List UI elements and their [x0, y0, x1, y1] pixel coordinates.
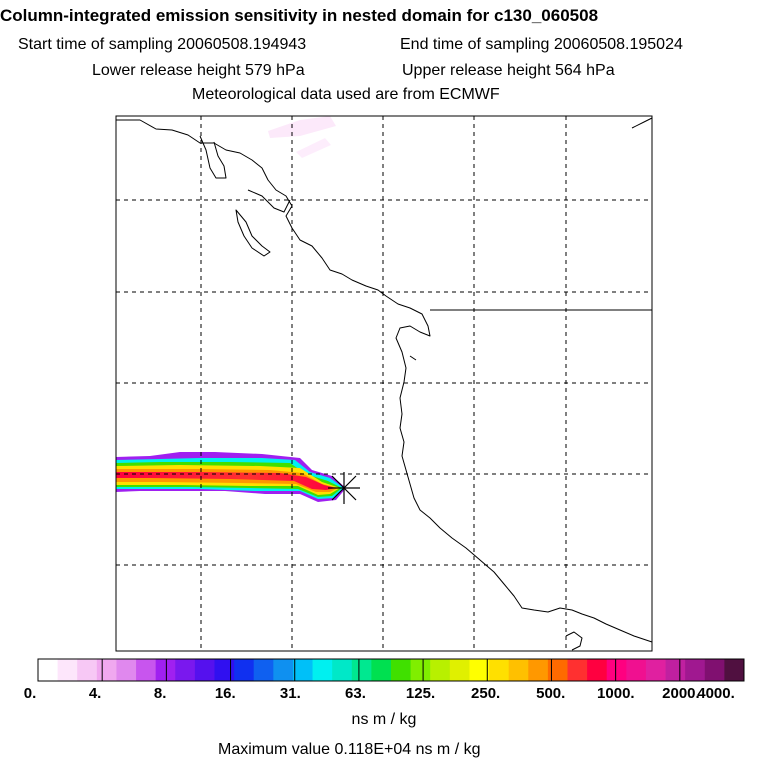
faint-plume-streak [268, 116, 336, 158]
colorbar-swatch [351, 659, 372, 681]
colorbar-swatch [234, 659, 255, 681]
colorbar-tick-label: 0. [23, 685, 37, 702]
colorbar-swatch [292, 659, 313, 681]
colorbar-swatch [665, 659, 686, 681]
colorbar-tick-label: 1000. [597, 685, 635, 702]
colorbar-tick-label: 4. [88, 685, 102, 702]
colorbar-swatch [606, 659, 627, 681]
colorbar-tick-label: 8. [153, 685, 167, 702]
colorbar-swatch [312, 659, 333, 681]
colorbar-swatch [410, 659, 431, 681]
colorbar-frame [37, 658, 745, 682]
emission-plume [116, 452, 346, 502]
colorbar-swatch [332, 659, 353, 681]
colorbar-tick-label: 31. [279, 685, 301, 702]
colorbar-swatch [155, 659, 176, 681]
colorbar-swatch [96, 659, 117, 681]
colorbar-tick-label: 500. [536, 685, 566, 702]
coastline [116, 117, 653, 651]
colorbar-tick-label: 16. [214, 685, 236, 702]
colorbar-swatch [567, 659, 588, 681]
met-data-label: Meteorological data used are from ECMWF [192, 86, 500, 103]
lat-lon-grid [116, 116, 652, 651]
colorbar-swatch [391, 659, 412, 681]
colorbar-swatch [645, 659, 666, 681]
colorbar-swatch [724, 659, 745, 681]
colorbar-swatch [175, 659, 196, 681]
colorbar-swatch [587, 659, 608, 681]
colorbar-dividers [101, 659, 681, 681]
colorbar-swatch [273, 659, 294, 681]
map-frame [115, 115, 653, 652]
colorbar-tick-label: 250. [471, 685, 501, 702]
colorbar-swatch [685, 659, 706, 681]
colorbar-swatch [430, 659, 451, 681]
colorbar-swatch [57, 659, 78, 681]
plot-title: Column-integrated emission sensitivity i… [0, 6, 599, 25]
colorbar-swatch [508, 659, 529, 681]
colorbar-tick-label: 63. [345, 685, 366, 702]
end-time-label: End time of sampling 20060508.195024 [400, 36, 683, 53]
receptor-marker [328, 472, 360, 504]
colorbar-swatch [489, 659, 510, 681]
upper-release-height-label: Upper release height 564 hPa [402, 62, 615, 79]
start-time-label: Start time of sampling 20060508.194943 [18, 36, 307, 53]
colorbar-swatch [253, 659, 274, 681]
colorbar-swatch [528, 659, 549, 681]
colorbar-swatch [38, 659, 59, 681]
maximum-value-label: Maximum value 0.118E+04 ns m / kg [218, 741, 481, 758]
lower-release-height-label: Lower release height 579 hPa [92, 62, 305, 79]
colorbar-swatch [626, 659, 647, 681]
units-label: ns m / kg [351, 711, 417, 728]
colorbar-swatch [194, 659, 215, 681]
colorbar-tick-label: 4000. [697, 685, 735, 702]
colorbar-swatch [547, 659, 568, 681]
colorbar-swatch [77, 659, 98, 681]
colorbar-swatch [469, 659, 490, 681]
colorbar-swatch [704, 659, 725, 681]
colorbar-tick-label: 2000. [662, 685, 700, 702]
colorbar [38, 659, 745, 681]
colorbar-tick-label: 125. [405, 685, 436, 702]
colorbar-swatch [214, 659, 235, 681]
colorbar-swatch [136, 659, 157, 681]
colorbar-swatch [371, 659, 392, 681]
colorbar-swatch [116, 659, 137, 681]
colorbar-swatch [449, 659, 470, 681]
